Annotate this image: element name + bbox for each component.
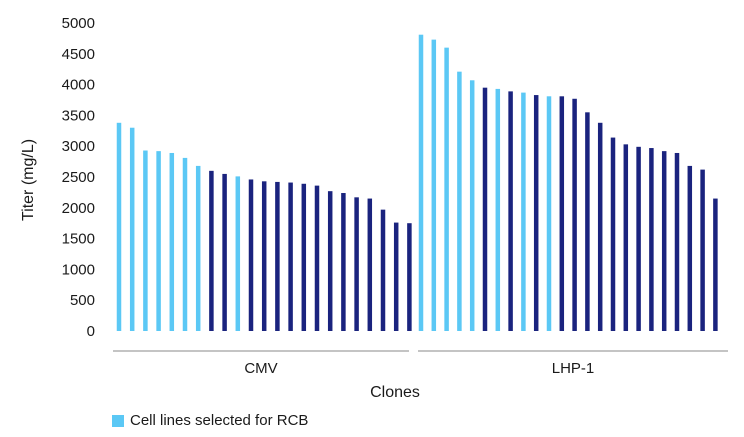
bar-cmv-23 xyxy=(407,223,412,331)
legend-swatch xyxy=(112,414,124,427)
bar-cmv-17 xyxy=(327,191,333,331)
bar-cmv-19 xyxy=(354,197,359,331)
bar-cmv-2 xyxy=(129,127,135,331)
bar-lhp-1-15 xyxy=(597,122,603,332)
bar-cmv-8 xyxy=(209,170,214,331)
bar-lhp-1-22 xyxy=(687,165,693,331)
bar-cmv-7 xyxy=(195,165,201,331)
x-axis-title: Clones xyxy=(370,384,420,401)
bar-lhp-1-11 xyxy=(546,96,552,331)
bar-cmv-14 xyxy=(288,182,293,331)
y-tick-label: 4500 xyxy=(62,46,95,63)
bar-cmv-12 xyxy=(261,181,267,331)
bar-lhp-1-23 xyxy=(700,169,705,331)
bar-lhp-1-21 xyxy=(674,152,680,331)
bar-lhp-1-18 xyxy=(636,146,641,331)
y-tick-label: 2000 xyxy=(62,200,95,217)
y-tick-label: 1500 xyxy=(62,231,95,248)
bar-cmv-18 xyxy=(341,193,346,331)
bar-cmv-20 xyxy=(367,198,373,331)
group-label-lhp-1: LHP-1 xyxy=(552,360,595,377)
y-axis-title: Titer (mg/L) xyxy=(20,139,37,221)
bar-lhp-1-16 xyxy=(610,137,616,331)
y-tick-label: 3500 xyxy=(62,107,95,124)
y-tick-label: 4000 xyxy=(62,77,95,94)
bar-lhp-1-14 xyxy=(585,112,590,331)
y-tick-label: 5000 xyxy=(62,15,95,32)
y-tick-label: 500 xyxy=(70,292,95,309)
bar-cmv-16 xyxy=(314,185,320,331)
bar-cmv-1 xyxy=(116,122,122,332)
bar-lhp-1-7 xyxy=(495,88,501,331)
bar-lhp-1-20 xyxy=(661,151,667,331)
bar-cmv-5 xyxy=(169,152,175,331)
bar-lhp-1-3 xyxy=(444,47,449,331)
group-axis: CMV LHP-1 xyxy=(113,350,728,377)
bar-lhp-1-4 xyxy=(457,71,462,331)
bar-cmv-9 xyxy=(222,173,227,331)
bar-cmv-3 xyxy=(143,150,148,331)
bar-lhp-1-6 xyxy=(482,87,488,332)
y-tick-label: 3000 xyxy=(62,138,95,155)
bar-lhp-1-9 xyxy=(521,92,526,331)
bar-lhp-1-1 xyxy=(418,34,424,331)
bar-cmv-22 xyxy=(393,222,399,331)
bar-lhp-1-12 xyxy=(559,96,565,331)
bar-cmv-6 xyxy=(182,157,188,331)
bar-cmv-4 xyxy=(156,151,161,331)
y-axis-ticks: 0 500 1000 1500 2000 2500 3000 3500 4000 4500 5000 xyxy=(62,15,95,340)
bar-cmv-10 xyxy=(235,176,241,331)
bar-cmv-13 xyxy=(275,181,280,331)
bar-lhp-1-8 xyxy=(508,91,513,331)
y-tick-label: 0 xyxy=(87,323,95,340)
bar-cmv-11 xyxy=(248,179,254,331)
bar-cmv-15 xyxy=(301,183,307,331)
y-tick-label: 1000 xyxy=(62,261,95,278)
bars xyxy=(116,34,718,332)
y-tick-label: 2500 xyxy=(62,169,95,186)
bar-lhp-1-2 xyxy=(431,39,437,332)
bar-lhp-1-13 xyxy=(572,98,577,331)
bar-lhp-1-19 xyxy=(649,148,654,331)
bar-lhp-1-17 xyxy=(623,144,629,331)
bar-lhp-1-5 xyxy=(469,80,475,332)
group-label-cmv: CMV xyxy=(244,360,277,377)
bar-cmv-21 xyxy=(380,209,386,331)
bar-lhp-1-10 xyxy=(533,95,539,332)
legend-label: Cell lines selected for RCB xyxy=(130,412,309,429)
bar-lhp-1-24 xyxy=(713,198,718,331)
legend: Cell lines selected for RCB xyxy=(112,412,308,429)
